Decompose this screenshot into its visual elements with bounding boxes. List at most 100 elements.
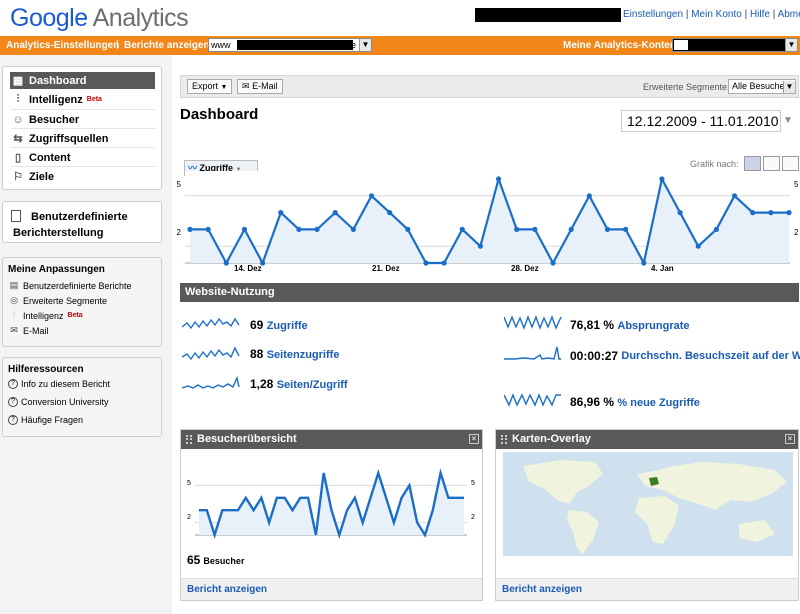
chart-point[interactable] (368, 193, 375, 199)
custom-report-icon (11, 210, 21, 222)
y-tick-label: 5 (471, 480, 475, 487)
chart-point[interactable] (187, 226, 193, 232)
chart-point[interactable] (604, 226, 611, 232)
link-settings[interactable]: Einstellungen (623, 9, 684, 20)
chart-point[interactable] (241, 226, 248, 232)
chevron-down-icon: ▼ (220, 84, 228, 91)
metric-new-visits-link[interactable]: % neue Zugriffe (617, 397, 700, 409)
graph-month-button[interactable] (782, 156, 799, 171)
chart-point[interactable] (441, 260, 447, 266)
nav-content[interactable]: ▯ Content (10, 149, 155, 166)
metric-bounce-rate-link[interactable]: Absprungrate (617, 320, 690, 332)
chart-point[interactable] (731, 193, 738, 199)
chart-point[interactable] (205, 226, 211, 232)
chart-point[interactable] (586, 193, 592, 199)
site-select[interactable]: www de ▼ (208, 38, 372, 52)
metric-new-visits: 86,96 % % neue Zugriffe (570, 395, 700, 409)
google-analytics-logo[interactable]: Google Analytics (10, 4, 189, 33)
custom-report-link[interactable]: Benutzerdefinierte Berichterstellung (13, 211, 128, 239)
link-my-account[interactable]: Mein Konto (691, 9, 742, 20)
segments-select[interactable]: Alle Besuche ▼ (728, 79, 796, 94)
chart-point[interactable] (350, 226, 356, 232)
nav-visitors[interactable]: ☺ Besucher (10, 111, 155, 128)
chart-point[interactable] (459, 226, 465, 232)
highlighted-country (649, 477, 659, 486)
redacted-site (237, 40, 353, 50)
date-range-picker[interactable]: 12.12.2009 - 11.01.2010 (621, 110, 781, 132)
chevron-down-icon: ▼ (785, 39, 797, 51)
help-faq-link[interactable]: ? Häufige Fragen (8, 415, 83, 425)
toolbar: Export ▼ ✉ E-Mail Erweiterte Segmente: A… (180, 75, 799, 98)
link-help[interactable]: Hilfe (749, 9, 770, 20)
nav-dashboard[interactable]: ▦ Dashboard (10, 72, 155, 89)
chart-point[interactable] (223, 260, 229, 266)
page-title: Dashboard (180, 106, 259, 123)
export-button[interactable]: Export ▼ (187, 79, 233, 94)
chart-point[interactable] (786, 210, 792, 216)
close-icon[interactable]: × (785, 434, 795, 444)
chart-point[interactable] (550, 260, 556, 266)
drag-handle-icon[interactable] (186, 435, 192, 444)
accounts-label: Meine Analytics-Konten: (563, 40, 680, 51)
email-button[interactable]: ✉ E-Mail (237, 79, 283, 94)
chevron-down-icon: ▼ (235, 167, 242, 173)
advanced-segments-link[interactable]: ◎ Erweiterte Segmente (8, 295, 107, 306)
metric-visits-link[interactable]: Zugriffe (266, 320, 308, 332)
visitor-report-link[interactable]: Bericht anzeigen (181, 578, 482, 600)
chart-point[interactable] (641, 260, 647, 266)
chart-point[interactable] (768, 210, 774, 216)
metric-avg-time-link[interactable]: Durchschn. Besuchszeit auf der Website (621, 350, 800, 362)
chart-point[interactable] (296, 226, 302, 232)
nav-intelligence[interactable]: ⫶ Intelligenz Beta (10, 91, 155, 108)
x-tick-label: 14. Dez (234, 264, 262, 273)
graph-day-button[interactable] (744, 156, 761, 171)
graph-week-button[interactable] (763, 156, 780, 171)
email-link[interactable]: ✉ E-Mail (8, 325, 48, 336)
chart-point[interactable] (623, 226, 629, 232)
report-icon: ▤ (9, 280, 19, 290)
chart-point[interactable] (332, 210, 338, 216)
custom-reports-link[interactable]: ▤ Benutzerdefinierte Berichte (9, 280, 132, 291)
drag-handle-icon[interactable] (501, 435, 507, 444)
chart-point[interactable] (423, 260, 429, 266)
nav-traffic-sources[interactable]: ⇆ Zugriffsquellen (10, 130, 155, 147)
world-map[interactable] (503, 452, 793, 556)
visitor-overview-header[interactable]: Besucherübersicht × (181, 430, 482, 449)
chart-point[interactable] (568, 226, 574, 232)
metric-pageviews-link[interactable]: Seitenzugriffe (266, 349, 340, 361)
chart-point[interactable] (495, 176, 502, 182)
chart-point[interactable] (514, 226, 520, 232)
chart-point[interactable] (713, 226, 719, 232)
visitor-count: 65 Besucher (187, 553, 245, 567)
chart-point[interactable] (477, 243, 484, 249)
account-select[interactable]: ▼ (672, 38, 798, 52)
chart-point[interactable] (532, 226, 538, 232)
map-report-link[interactable]: Bericht anzeigen (496, 578, 798, 600)
map-overlay-header[interactable]: Karten-Overlay × (496, 430, 798, 449)
link-logout[interactable]: Abmelde (777, 9, 800, 20)
chart-point[interactable] (405, 226, 411, 232)
chart-point[interactable] (314, 226, 320, 232)
visitor-overview-panel: Besucherübersicht × 5 2 5 2 65 Besucher B… (180, 429, 483, 601)
chart-point[interactable] (750, 210, 756, 216)
metric-avg-time: 00:00:27 Durchschn. Besuchszeit auf der … (570, 347, 800, 365)
x-tick-label: 21. Dez (372, 264, 400, 273)
chart-point[interactable] (677, 210, 683, 216)
chart-point[interactable] (695, 243, 701, 249)
help-about-link[interactable]: ? Info zu diesem Bericht (8, 379, 110, 389)
nav-goals[interactable]: ⚐ Ziele (10, 168, 155, 185)
close-icon[interactable]: × (469, 434, 479, 444)
metric-pages-per-visit: 1,28 Seiten/Zugriff (250, 377, 348, 391)
chart-point[interactable] (659, 176, 665, 182)
sparkline-bounce-rate (504, 315, 562, 330)
metric-pages-per-visit-link[interactable]: Seiten/Zugriff (276, 379, 348, 391)
chart-point[interactable] (278, 210, 284, 216)
my-customizations-box: Meine Anpassungen ▤ Benutzerdefinierte Be… (2, 257, 162, 347)
chart-point[interactable] (387, 210, 393, 216)
help-conversion-link[interactable]: ? Conversion University (8, 397, 109, 407)
analytics-settings-link[interactable]: Analytics-Einstellungen (6, 40, 120, 51)
chevron-down-icon[interactable]: ▼ (783, 115, 793, 126)
custom-report-box[interactable]: Benutzerdefinierte Berichterstellung (2, 201, 162, 243)
chart-point[interactable] (260, 260, 266, 266)
intelligence-link[interactable]: ⫶ Intelligenz Beta (8, 310, 83, 321)
